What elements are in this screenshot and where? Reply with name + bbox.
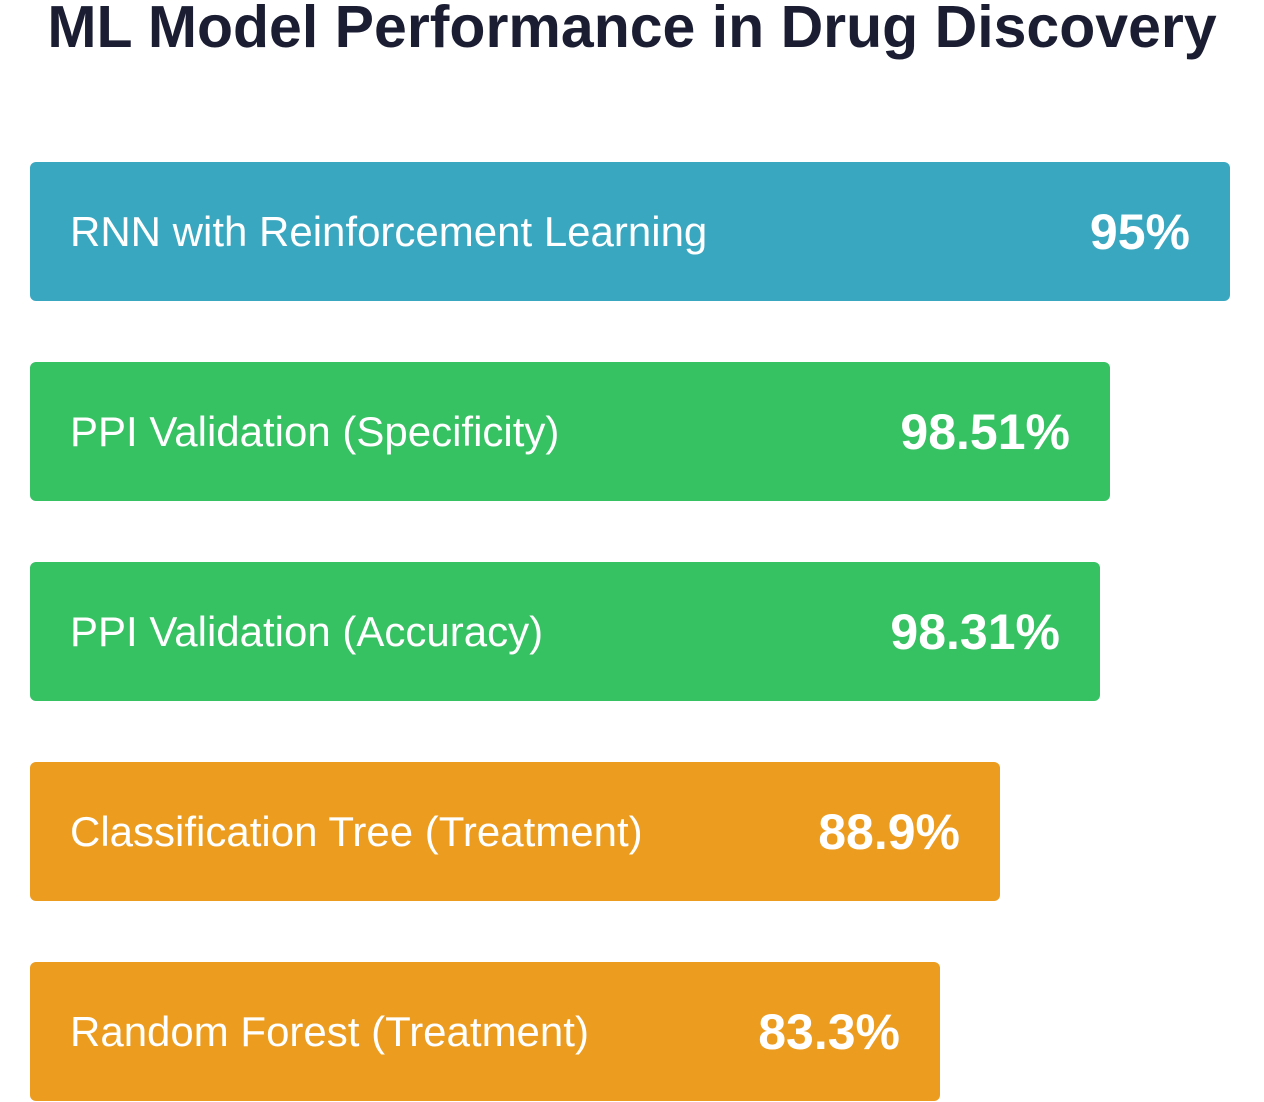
chart-title: ML Model Performance in Drug Discovery bbox=[47, 0, 1217, 60]
bar-label: PPI Validation (Accuracy) bbox=[70, 607, 544, 655]
bar-chart-area: RNN with Reinforcement Learning 95% PPI Va… bbox=[30, 162, 1230, 1102]
bar-value-label: 98.51% bbox=[900, 403, 1070, 460]
bar-label: Classification Tree (Treatment) bbox=[70, 807, 643, 855]
bar-value-label: 95% bbox=[1089, 203, 1190, 260]
bar-4: Classification Tree (Treatment) 88.9% bbox=[30, 762, 1000, 901]
bar-3: PPI Validation (Accuracy) 98.31% bbox=[30, 562, 1100, 701]
bar-value-label: 98.31% bbox=[890, 603, 1060, 660]
bar-label: RNN with Reinforcement Learning bbox=[70, 207, 708, 255]
bar-1: RNN with Reinforcement Learning 95% bbox=[30, 162, 1230, 301]
bar-value-label: 88.9% bbox=[818, 803, 960, 860]
bar-5: Random Forest (Treatment) 83.3% bbox=[30, 962, 940, 1101]
bar-value-label: 83.3% bbox=[758, 1003, 900, 1060]
bar-2: PPI Validation (Specificity) 98.51% bbox=[30, 362, 1110, 501]
bar-label: Random Forest (Treatment) bbox=[70, 1007, 589, 1055]
bar-label: PPI Validation (Specificity) bbox=[70, 407, 560, 455]
